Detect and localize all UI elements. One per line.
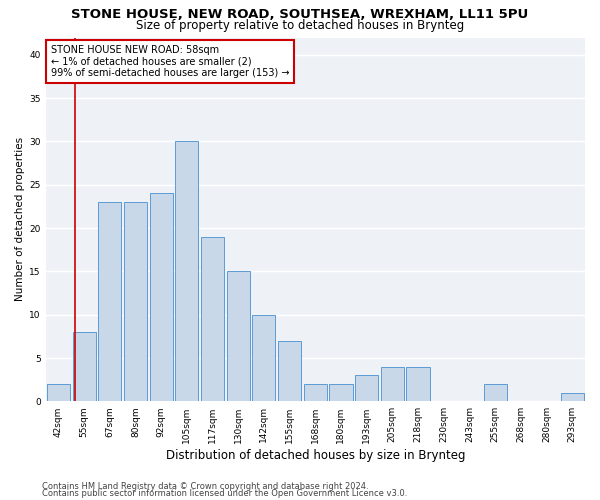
Bar bbox=[560, 392, 584, 402]
Bar bbox=[381, 366, 404, 402]
Bar bbox=[175, 142, 199, 402]
Bar bbox=[304, 384, 327, 402]
Y-axis label: Number of detached properties: Number of detached properties bbox=[15, 138, 25, 302]
Bar bbox=[73, 332, 95, 402]
Bar bbox=[484, 384, 506, 402]
Bar bbox=[124, 202, 147, 402]
Bar bbox=[329, 384, 353, 402]
Text: Contains HM Land Registry data © Crown copyright and database right 2024.: Contains HM Land Registry data © Crown c… bbox=[42, 482, 368, 491]
Bar bbox=[227, 272, 250, 402]
Bar bbox=[253, 314, 275, 402]
Text: Contains public sector information licensed under the Open Government Licence v3: Contains public sector information licen… bbox=[42, 489, 407, 498]
Bar bbox=[149, 194, 173, 402]
Bar bbox=[47, 384, 70, 402]
X-axis label: Distribution of detached houses by size in Brynteg: Distribution of detached houses by size … bbox=[166, 450, 465, 462]
Text: STONE HOUSE NEW ROAD: 58sqm
← 1% of detached houses are smaller (2)
99% of semi-: STONE HOUSE NEW ROAD: 58sqm ← 1% of deta… bbox=[51, 45, 289, 78]
Text: Size of property relative to detached houses in Brynteg: Size of property relative to detached ho… bbox=[136, 18, 464, 32]
Bar bbox=[98, 202, 121, 402]
Bar bbox=[406, 366, 430, 402]
Bar bbox=[201, 236, 224, 402]
Bar bbox=[355, 376, 378, 402]
Bar bbox=[278, 340, 301, 402]
Text: STONE HOUSE, NEW ROAD, SOUTHSEA, WREXHAM, LL11 5PU: STONE HOUSE, NEW ROAD, SOUTHSEA, WREXHAM… bbox=[71, 8, 529, 20]
